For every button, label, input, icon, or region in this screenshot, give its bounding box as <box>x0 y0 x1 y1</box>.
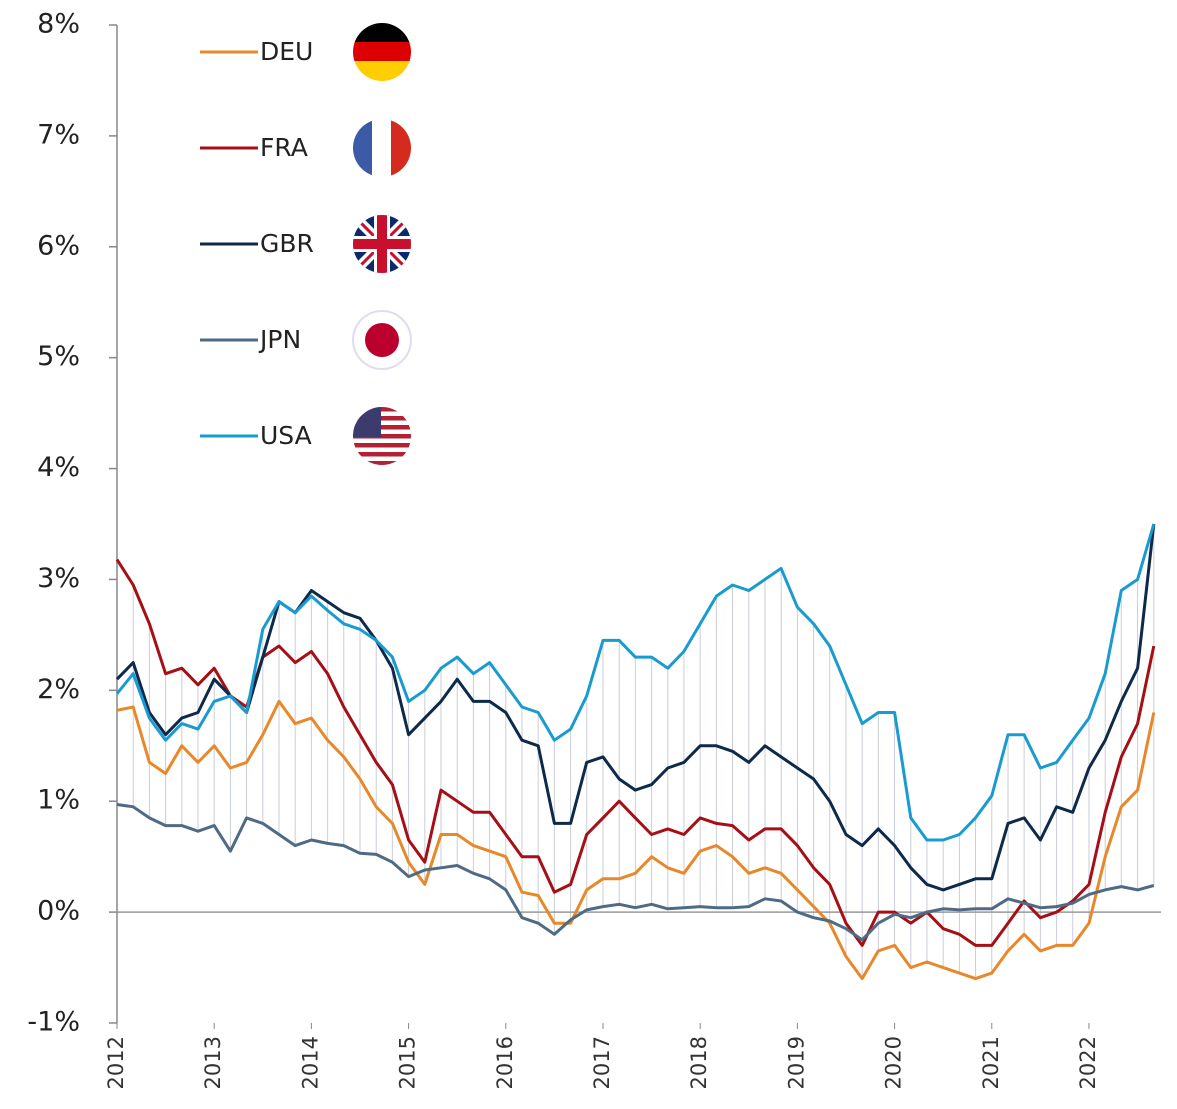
y-tick-label: 5% <box>37 341 80 372</box>
legend-label: GBR <box>260 229 314 258</box>
legend-label: JPN <box>258 325 301 354</box>
x-tick-label: 2013 <box>201 1036 225 1089</box>
legend-label: DEU <box>260 37 313 66</box>
y-tick-label: 0% <box>37 896 80 927</box>
y-tick-label: 7% <box>37 119 80 150</box>
series-line <box>116 699 1156 981</box>
flag-fra <box>353 119 411 177</box>
y-tick-label: 8% <box>37 9 80 40</box>
series-line <box>115 558 1156 947</box>
x-tick-label: 2014 <box>298 1036 322 1089</box>
flag-gbr <box>353 215 411 273</box>
legend-label: FRA <box>260 133 308 162</box>
x-tick-label: 2018 <box>687 1036 711 1089</box>
x-tick-label: 2019 <box>784 1036 808 1089</box>
x-tick-label: 2016 <box>493 1036 517 1089</box>
legend-label: USA <box>260 421 312 450</box>
y-tick-label: 3% <box>37 563 80 594</box>
y-tick-label: -1% <box>27 1007 80 1038</box>
y-tick-label: 6% <box>37 230 80 261</box>
x-tick-label: 2021 <box>979 1036 1003 1089</box>
flag-jpn <box>352 310 412 370</box>
flag-deu <box>353 23 411 81</box>
x-tick-label: 2015 <box>396 1036 420 1089</box>
x-tick-label: 2017 <box>590 1036 614 1089</box>
y-tick-label: 1% <box>37 785 80 816</box>
series-line <box>115 523 1156 842</box>
series-line <box>116 803 1155 942</box>
flags <box>352 23 412 465</box>
y-tick-label: 2% <box>37 674 80 705</box>
x-tick-label: 2020 <box>882 1036 906 1089</box>
y-tick-label: 4% <box>37 452 80 483</box>
x-tick-label: 2012 <box>104 1036 128 1089</box>
x-tick-label: 2022 <box>1076 1036 1100 1089</box>
flag-usa <box>353 407 411 465</box>
